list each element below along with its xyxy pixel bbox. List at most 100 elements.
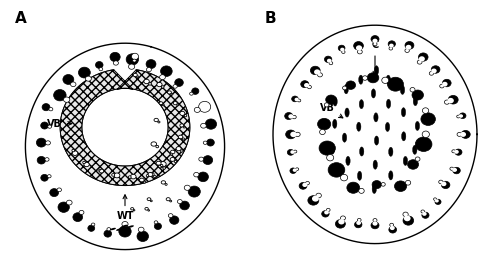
Ellipse shape bbox=[308, 85, 312, 89]
Ellipse shape bbox=[400, 85, 404, 95]
Ellipse shape bbox=[422, 212, 429, 218]
Text: B: B bbox=[264, 11, 276, 26]
Ellipse shape bbox=[389, 44, 394, 48]
Ellipse shape bbox=[36, 138, 46, 147]
Ellipse shape bbox=[422, 212, 426, 216]
Ellipse shape bbox=[402, 132, 406, 141]
Ellipse shape bbox=[72, 149, 74, 152]
Ellipse shape bbox=[373, 160, 378, 169]
Ellipse shape bbox=[453, 167, 460, 174]
Text: VB: VB bbox=[320, 103, 343, 118]
Ellipse shape bbox=[362, 76, 368, 80]
Ellipse shape bbox=[388, 41, 396, 47]
Ellipse shape bbox=[340, 216, 345, 220]
Ellipse shape bbox=[49, 107, 53, 111]
Ellipse shape bbox=[180, 111, 185, 115]
Ellipse shape bbox=[295, 132, 300, 136]
Ellipse shape bbox=[160, 75, 166, 80]
Ellipse shape bbox=[413, 97, 418, 106]
Ellipse shape bbox=[160, 162, 166, 167]
Ellipse shape bbox=[170, 158, 175, 161]
Ellipse shape bbox=[162, 104, 164, 106]
Ellipse shape bbox=[203, 156, 212, 164]
Ellipse shape bbox=[412, 90, 424, 100]
Ellipse shape bbox=[146, 60, 156, 69]
Ellipse shape bbox=[173, 84, 178, 88]
Ellipse shape bbox=[324, 210, 329, 214]
Ellipse shape bbox=[48, 125, 52, 128]
Ellipse shape bbox=[461, 130, 470, 138]
Ellipse shape bbox=[48, 175, 51, 178]
Ellipse shape bbox=[318, 73, 322, 77]
Ellipse shape bbox=[178, 200, 182, 204]
Ellipse shape bbox=[57, 188, 62, 192]
Ellipse shape bbox=[72, 151, 78, 155]
Ellipse shape bbox=[84, 162, 89, 167]
Ellipse shape bbox=[194, 172, 199, 177]
Ellipse shape bbox=[156, 161, 161, 165]
Ellipse shape bbox=[114, 173, 120, 178]
Ellipse shape bbox=[92, 223, 95, 226]
Ellipse shape bbox=[198, 101, 210, 112]
Ellipse shape bbox=[456, 115, 460, 118]
Ellipse shape bbox=[371, 36, 379, 43]
Ellipse shape bbox=[299, 182, 307, 189]
Ellipse shape bbox=[372, 181, 382, 189]
Ellipse shape bbox=[146, 68, 152, 72]
Ellipse shape bbox=[460, 113, 466, 119]
Ellipse shape bbox=[354, 41, 364, 50]
Ellipse shape bbox=[165, 183, 167, 185]
Ellipse shape bbox=[308, 196, 319, 205]
Ellipse shape bbox=[158, 163, 164, 168]
Ellipse shape bbox=[306, 181, 310, 185]
Ellipse shape bbox=[119, 226, 131, 237]
Ellipse shape bbox=[406, 45, 411, 50]
Ellipse shape bbox=[73, 213, 83, 221]
Ellipse shape bbox=[408, 160, 418, 169]
Ellipse shape bbox=[64, 97, 70, 102]
Ellipse shape bbox=[300, 81, 309, 88]
Text: C: C bbox=[372, 40, 378, 75]
Ellipse shape bbox=[390, 223, 394, 227]
Ellipse shape bbox=[171, 93, 173, 95]
Ellipse shape bbox=[163, 167, 166, 169]
Ellipse shape bbox=[170, 150, 175, 154]
Ellipse shape bbox=[130, 208, 134, 210]
Ellipse shape bbox=[342, 51, 345, 54]
Ellipse shape bbox=[450, 167, 454, 170]
Ellipse shape bbox=[406, 180, 410, 185]
Ellipse shape bbox=[50, 188, 58, 197]
Ellipse shape bbox=[100, 169, 104, 173]
Ellipse shape bbox=[332, 119, 337, 128]
Ellipse shape bbox=[342, 133, 346, 142]
Ellipse shape bbox=[58, 202, 70, 212]
Ellipse shape bbox=[170, 153, 172, 155]
Ellipse shape bbox=[63, 74, 74, 84]
Ellipse shape bbox=[168, 91, 172, 94]
Ellipse shape bbox=[326, 95, 336, 104]
Ellipse shape bbox=[356, 122, 361, 131]
Ellipse shape bbox=[182, 138, 184, 140]
Ellipse shape bbox=[389, 47, 392, 50]
Ellipse shape bbox=[374, 136, 378, 145]
Ellipse shape bbox=[183, 126, 185, 128]
Ellipse shape bbox=[441, 182, 446, 186]
Ellipse shape bbox=[434, 198, 436, 200]
Ellipse shape bbox=[316, 193, 322, 198]
Ellipse shape bbox=[415, 157, 420, 161]
Ellipse shape bbox=[340, 48, 344, 51]
Ellipse shape bbox=[371, 222, 379, 229]
Ellipse shape bbox=[358, 75, 363, 84]
Ellipse shape bbox=[388, 77, 404, 91]
Ellipse shape bbox=[174, 102, 177, 105]
Ellipse shape bbox=[150, 200, 152, 202]
Ellipse shape bbox=[374, 66, 378, 75]
Ellipse shape bbox=[176, 147, 181, 151]
Ellipse shape bbox=[147, 198, 151, 201]
Ellipse shape bbox=[70, 82, 76, 87]
Ellipse shape bbox=[86, 76, 91, 81]
Ellipse shape bbox=[319, 141, 336, 155]
Ellipse shape bbox=[438, 180, 443, 184]
Ellipse shape bbox=[145, 208, 148, 210]
Ellipse shape bbox=[158, 165, 162, 168]
